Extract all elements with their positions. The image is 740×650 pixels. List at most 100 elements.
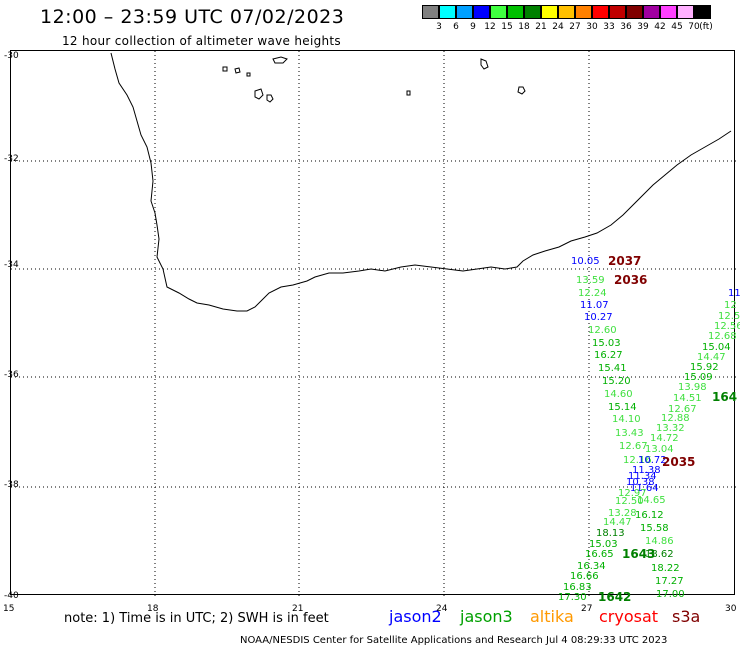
wave-height-label: 15.03 [589,539,618,550]
wave-height-label: 11.38 [632,465,661,476]
longitude-label: 15 [3,604,15,614]
wave-height-label: 16.12 [635,510,664,521]
legend-swatch [422,5,439,19]
legend-label: 3 [436,22,442,32]
wave-height-label: 11.07 [580,300,609,311]
legend-swatch [592,5,609,19]
wave-height-label: 15.03 [592,338,621,349]
track-time-label: 1643 [622,547,656,561]
legend-label: 33 [603,22,615,32]
track-time-label: 2036 [614,273,648,287]
wave-height-label: 11 [728,288,740,299]
track-time-label: 2037 [608,254,642,268]
latitude-label: -38 [4,480,19,490]
wave-height-label: 12 [724,300,737,311]
satellite-altika: altika [530,607,574,626]
graticule [11,51,736,596]
legend-swatch [456,5,473,19]
wave-height-label: 13.32 [656,423,685,434]
longitude-label: 21 [292,604,304,614]
satellite-cryosat: cryosat [599,607,659,626]
satellite-jason3: jason3 [460,607,513,626]
wave-height-label: 14.65 [637,495,666,506]
wave-height-label: 14.47 [697,352,726,363]
wave-height-label: 12.56 [714,321,740,332]
longitude-label: 30 [725,604,737,614]
inland-lakes [222,56,526,103]
longitude-label: 24 [436,604,448,614]
map-svg [11,51,736,596]
latitude-label: -32 [4,154,19,164]
legend-label: 39 [637,22,649,32]
wave-height-label: 12.24 [578,288,607,299]
wave-height-label: 12.50 [615,496,644,507]
wave-height-label: 14.51 [673,393,702,404]
legend-swatch [609,5,626,19]
legend-label: 15 [501,22,513,32]
wave-height-label: 16.34 [577,561,606,572]
wave-height-label: 15.92 [690,362,719,373]
legend-label: 21 [535,22,547,32]
credit-line: NOAA/NESDIS Center for Satellite Applica… [240,635,668,646]
latitude-label: -34 [4,260,19,270]
wave-height-label: 15.41 [598,363,627,374]
legend-swatch [575,5,592,19]
wave-height-label: 15.09 [684,372,713,383]
latitude-label: -30 [4,51,19,61]
wave-height-label: 16.65 [585,549,614,560]
longitude-label: 18 [147,604,159,614]
track-time-label: 1642 [598,590,632,604]
wave-height-label: 12.88 [661,413,690,424]
wave-height-label: 17.30 [558,592,587,603]
wave-height-label: 14.72 [650,433,679,444]
page-title: 12:00 – 23:59 UTC 07/02/2023 [40,6,345,28]
map-frame [10,50,736,596]
wave-height-label: 16.66 [570,571,599,582]
footer-note: note: 1) Time is in UTC; 2) SWH is in fe… [64,611,329,626]
wave-height-label: 10.38 [626,477,655,488]
wave-height-label: 10.05 [571,256,600,267]
wave-height-label: 12.68 [708,331,737,342]
page-subtitle: 12 hour collection of altimeter wave hei… [62,34,341,48]
wave-height-label: 13.04 [645,444,674,455]
wave-height-label: 18.13 [596,528,625,539]
legend-label: 36 [620,22,632,32]
wave-height-label: 12.16 [623,455,652,466]
satellite-s3a: s3a [672,607,701,626]
legend-swatch [473,5,490,19]
wave-height-label: 17.00 [656,589,685,600]
wave-height-label: 14.10 [612,414,641,425]
legend-label: 18 [518,22,530,32]
legend-label: 70 [688,22,700,32]
latitude-label: -36 [4,370,19,380]
legend-swatch [524,5,541,19]
track-time-label: 164 [712,390,738,404]
wave-height-label: 18.62 [645,549,674,560]
wave-height-label: 12.60 [588,325,617,336]
legend-swatch [490,5,507,19]
wave-height-label: 10.72 [638,455,667,466]
legend-unit: (ft) [699,22,713,32]
legend-swatch [541,5,558,19]
wave-height-label: 11.64 [630,483,659,494]
wave-height-label: 15.20 [602,376,631,387]
track-time-label: 2035 [662,455,696,469]
wave-height-label: 11.34 [628,471,657,482]
wave-height-label: 12.97 [618,488,647,499]
wave-height-label: 15.58 [640,523,669,534]
wave-height-label: 13.98 [678,382,707,393]
wave-height-label: 14.60 [604,389,633,400]
coastline [110,52,732,312]
wave-height-label: 14.86 [645,536,674,547]
wave-height-label: 12.67 [668,404,697,415]
legend-label: 42 [654,22,666,32]
wave-height-label: 13.43 [615,428,644,439]
wave-height-label: 13.59 [576,275,605,286]
legend-label: 27 [569,22,581,32]
legend-label: 30 [586,22,598,32]
wave-height-label: 10.27 [584,312,613,323]
legend-label: 12 [484,22,496,32]
latitude-label: -40 [4,591,19,601]
legend-swatch [643,5,660,19]
wave-height-label: 15.04 [702,342,731,353]
